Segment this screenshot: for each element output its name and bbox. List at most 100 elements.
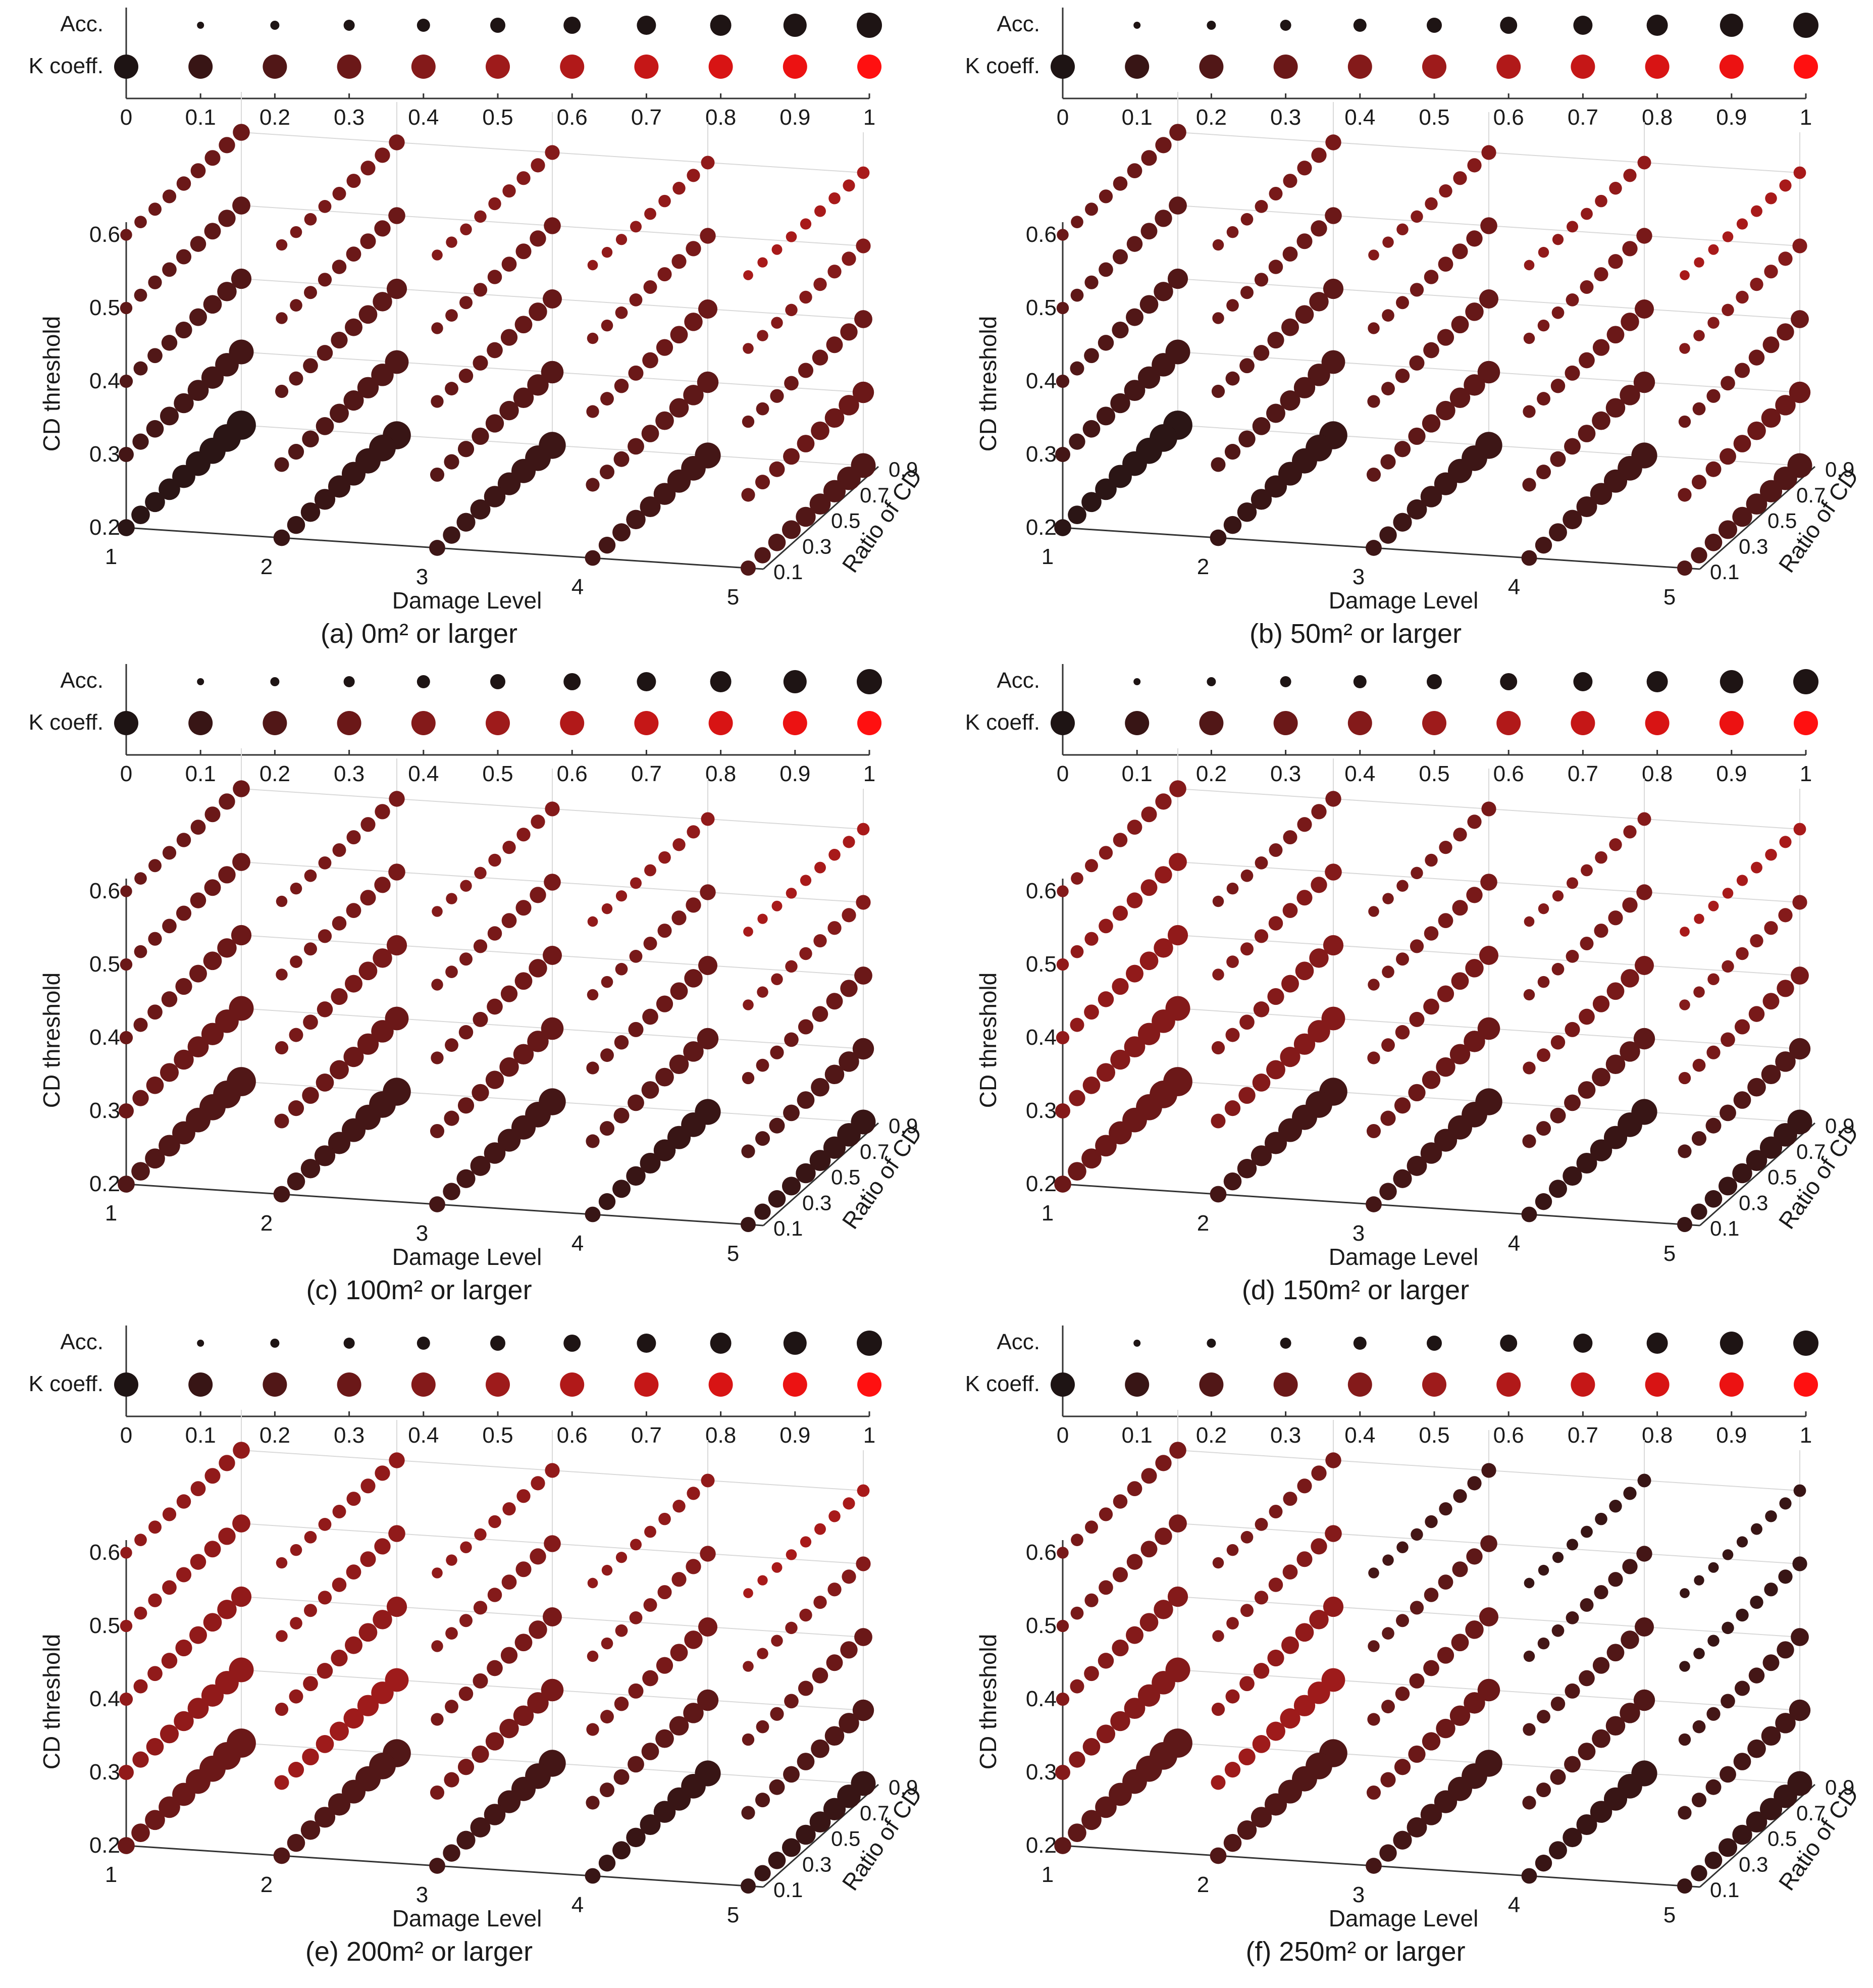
legend-acc-label: Acc. [997, 668, 1040, 693]
data-point [784, 1032, 799, 1047]
data-point [187, 380, 209, 401]
data-point [684, 969, 703, 988]
data-point [1566, 877, 1579, 889]
data-point [134, 1606, 147, 1620]
data-point [1239, 1014, 1255, 1030]
z-tick-label: 0.7 [1796, 483, 1826, 507]
data-point [824, 1726, 845, 1746]
data-point [1734, 363, 1750, 378]
data-point [1677, 1217, 1692, 1232]
legend-acc-swatch [1646, 1333, 1668, 1354]
data-point [1223, 1833, 1242, 1852]
data-point [1449, 387, 1471, 408]
y-tick-label: 0.5 [89, 295, 120, 320]
data-point [1070, 288, 1084, 302]
data-point [1071, 1534, 1083, 1546]
x-tick-label: 5 [727, 1903, 739, 1927]
data-point [809, 493, 831, 515]
data-point [1467, 1476, 1482, 1491]
data-point [232, 196, 250, 215]
data-point [488, 197, 501, 211]
data-point [330, 403, 349, 423]
data-point [628, 1683, 644, 1699]
data-point [1423, 342, 1439, 359]
data-point [1368, 979, 1380, 991]
legend-tick-label: 0.7 [1568, 105, 1598, 130]
data-point [786, 1549, 797, 1560]
data-point [601, 976, 613, 988]
data-point [1366, 1858, 1382, 1874]
data-point [1590, 1801, 1612, 1823]
data-point [1226, 882, 1239, 895]
data-point [783, 1104, 800, 1122]
data-point [1081, 1810, 1102, 1830]
legend-tick-label: 0.5 [1419, 1423, 1449, 1448]
data-point [1522, 478, 1536, 492]
y-tick-label: 0.4 [1026, 1687, 1057, 1711]
data-point [671, 1572, 687, 1587]
data-point [134, 945, 147, 958]
data-point [1137, 1684, 1161, 1707]
data-point [1308, 1681, 1330, 1704]
data-point [500, 329, 518, 346]
data-point [1366, 540, 1382, 556]
data-point [814, 861, 826, 874]
x-axis-label: Damage Level [392, 587, 542, 614]
data-point [1071, 216, 1083, 228]
data-point [1523, 1650, 1535, 1662]
data-point [1169, 196, 1187, 215]
data-point [175, 321, 192, 339]
data-point [146, 1076, 164, 1094]
data-point [796, 506, 816, 527]
legend-k-swatch [1794, 711, 1818, 735]
data-point [1736, 875, 1748, 886]
data-point [232, 1514, 250, 1533]
data-point [612, 1180, 631, 1198]
data-point [771, 1635, 783, 1647]
data-point [276, 895, 288, 907]
data-point [484, 1142, 506, 1164]
y-tick-label: 0.3 [89, 1098, 120, 1123]
data-point [146, 420, 164, 438]
data-point [1437, 985, 1454, 1002]
data-point [1095, 1135, 1117, 1157]
data-point [743, 1661, 754, 1672]
data-point [176, 1494, 191, 1509]
data-point [1155, 137, 1172, 154]
data-point [1081, 492, 1102, 513]
data-point [1237, 502, 1257, 522]
data-point [274, 1113, 289, 1129]
data-point [162, 1507, 177, 1521]
data-point [1481, 145, 1496, 160]
data-point [1325, 1452, 1341, 1468]
data-point [1096, 406, 1116, 426]
data-point [201, 1023, 224, 1045]
data-point [290, 299, 302, 312]
data-point [176, 176, 191, 191]
data-point [460, 1541, 472, 1553]
data-point [545, 145, 560, 160]
data-point [655, 411, 674, 430]
data-point [233, 1442, 250, 1459]
data-point [1167, 268, 1188, 289]
data-point [1576, 496, 1597, 518]
legend-k-swatch [486, 1372, 510, 1397]
data-point [431, 1640, 443, 1652]
z-tick-label: 0.1 [773, 560, 803, 584]
data-point [1636, 228, 1652, 244]
data-point [1240, 286, 1254, 299]
data-point [1281, 975, 1299, 993]
legend-acc-swatch [783, 1332, 807, 1355]
data-point [444, 454, 459, 470]
legend-acc-swatch [1573, 1334, 1593, 1353]
legend-acc-swatch [710, 1333, 732, 1354]
data-point [1550, 1769, 1566, 1785]
panel-caption: (c) 100m² or larger [306, 1275, 532, 1305]
data-point [657, 1585, 672, 1600]
y-tick-label: 0.4 [89, 1687, 120, 1711]
legend-acc-swatch [710, 15, 732, 36]
data-point [756, 402, 769, 416]
data-point [485, 414, 504, 433]
data-point [500, 1647, 518, 1664]
data-point [1411, 1528, 1423, 1541]
